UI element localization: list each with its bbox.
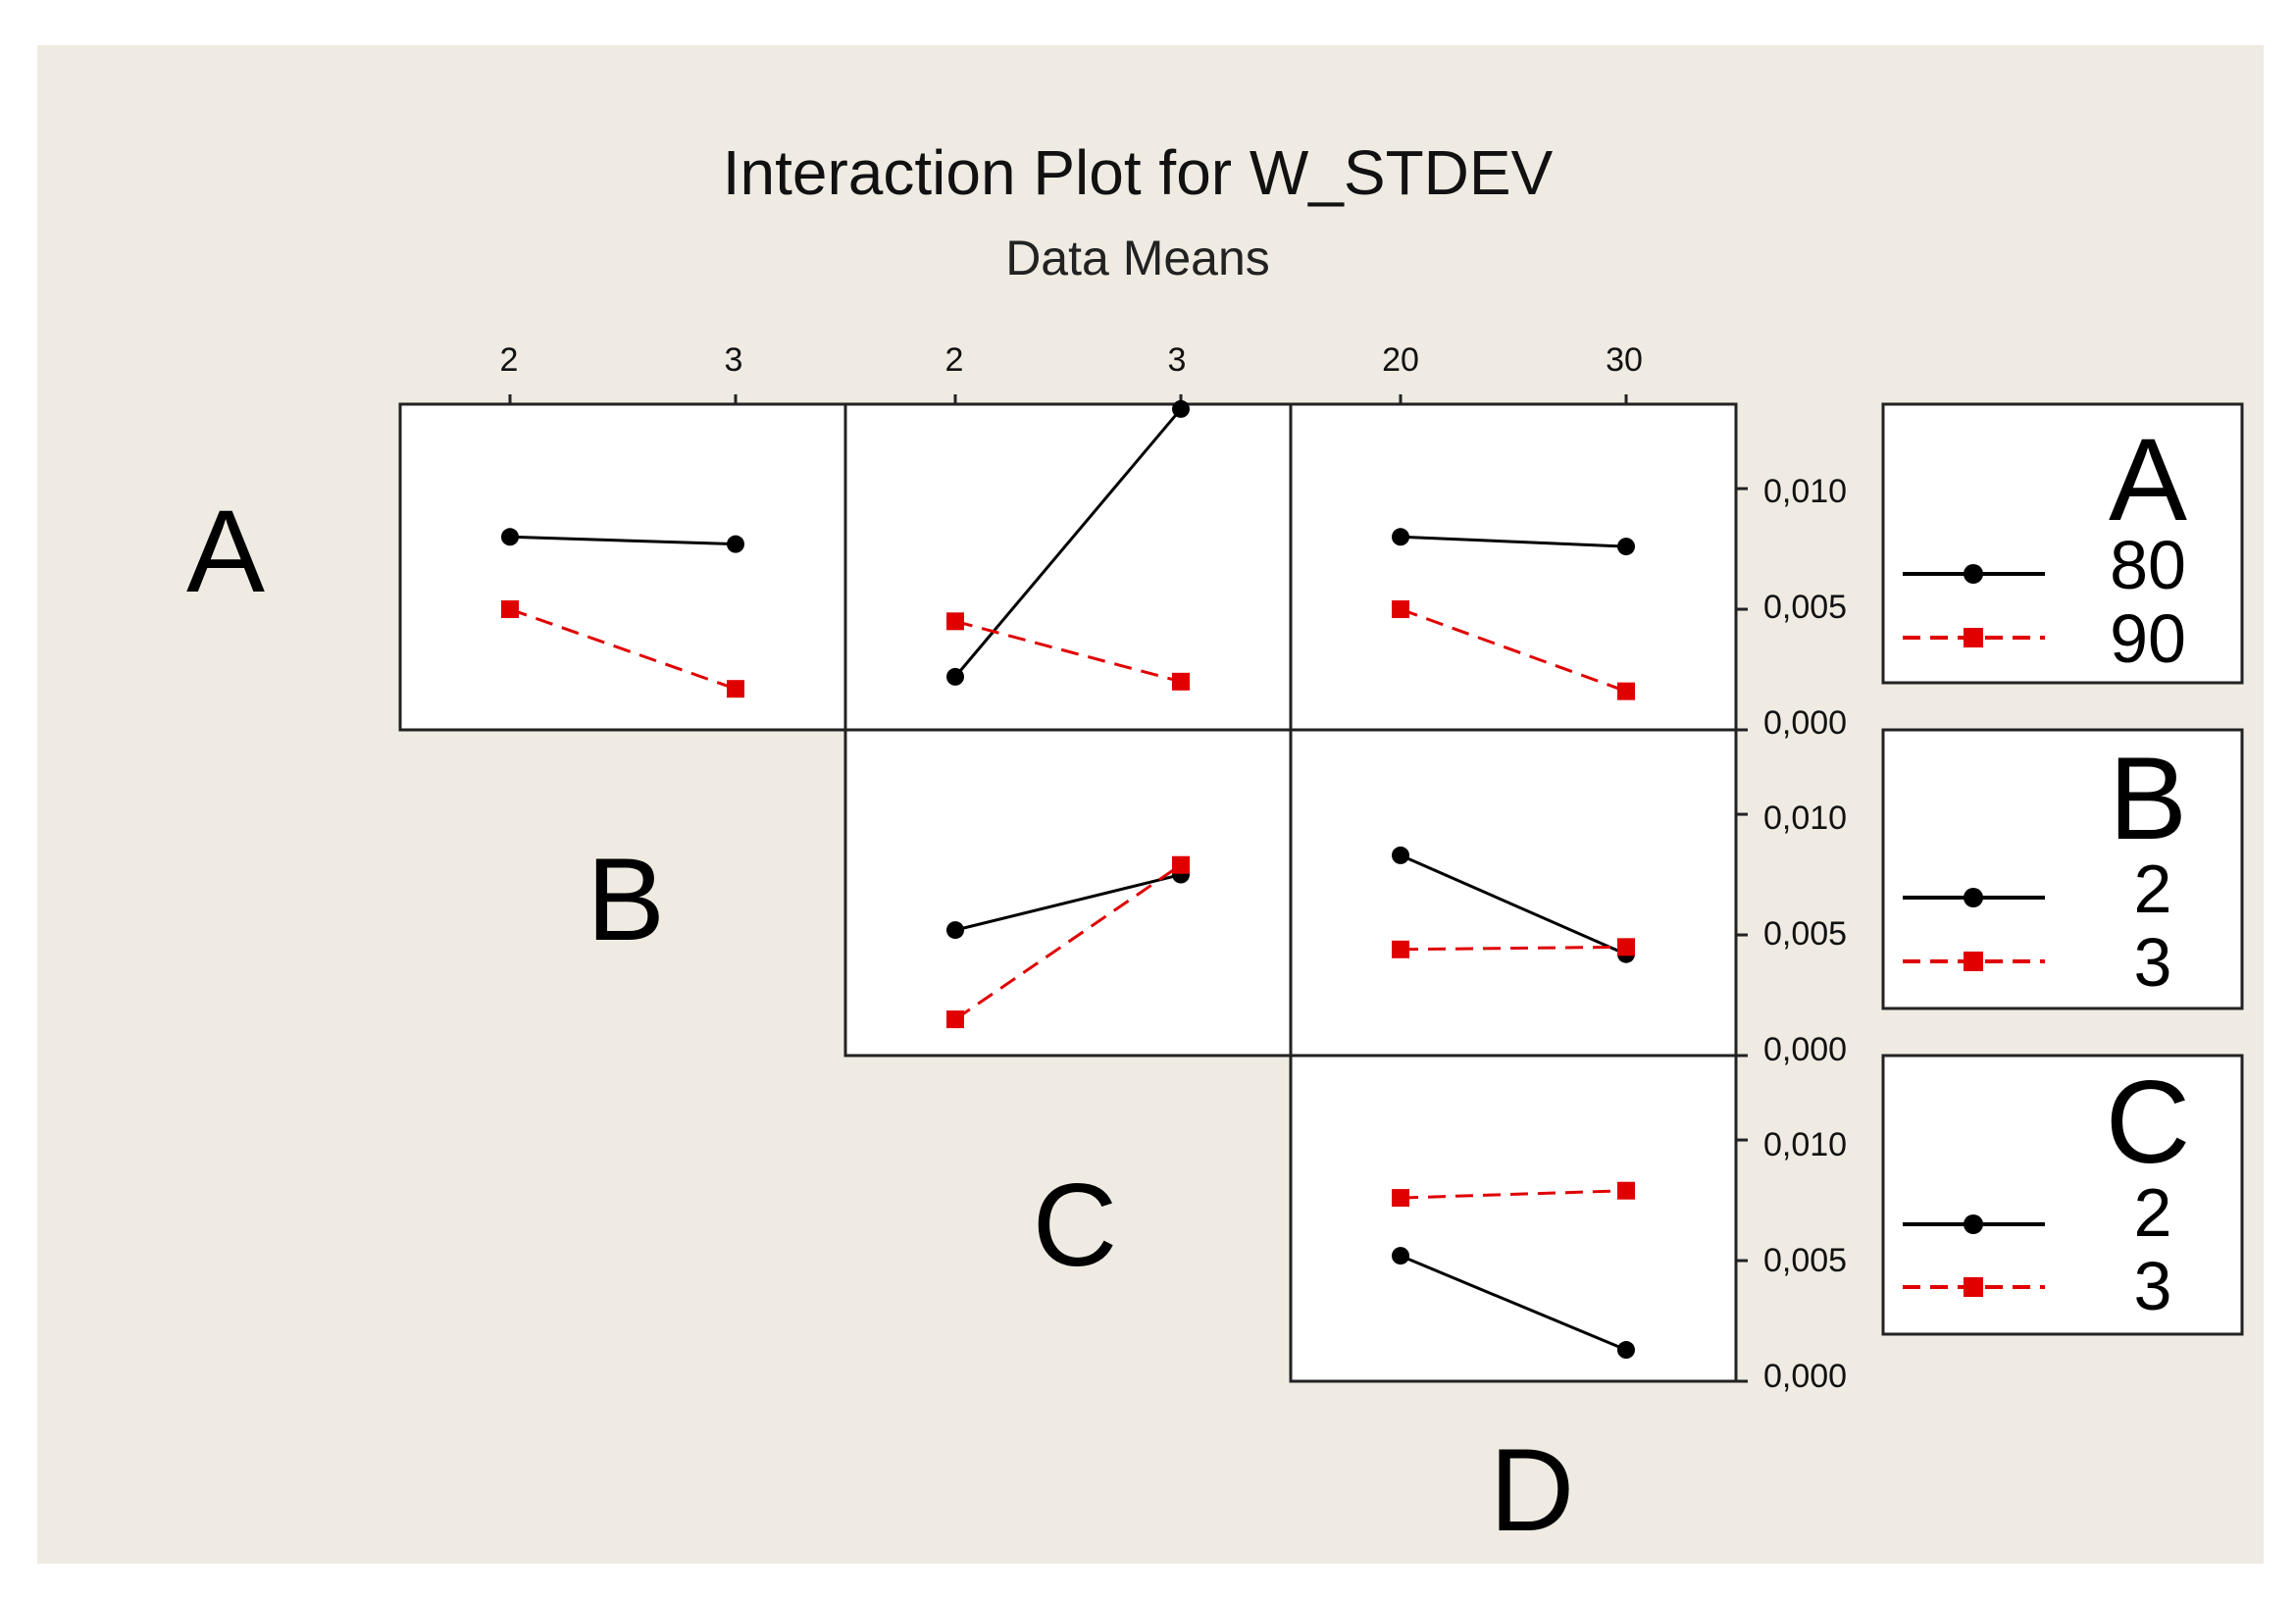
y-tick-labels: 0,010 0,005 0,000 0,010 0,005 0,000 0,01… [1763, 473, 1847, 1395]
legend-level: 2 [2134, 1174, 2172, 1251]
data-point-80 [501, 528, 519, 546]
data-point-90 [1392, 600, 1409, 619]
series-line-2 [1400, 1254, 1627, 1352]
data-point-90 [501, 600, 519, 619]
data-point-80 [727, 535, 744, 553]
col-tick-label: 20 [1382, 341, 1419, 379]
panel-b-c [843, 728, 1293, 1058]
legend-marker-circle [1964, 564, 1983, 584]
panel-frame [1289, 1054, 1738, 1383]
col-tick-label: 3 [1168, 341, 1187, 379]
legend-marker-square [1964, 1277, 1983, 1297]
panel-frame [398, 402, 847, 732]
col-tick-label: 2 [500, 341, 519, 379]
factor-labels: A B C D [186, 486, 1574, 1556]
series-line-90 [1400, 607, 1627, 694]
y-tick-label: 0,005 [1763, 1242, 1847, 1279]
data-point-90 [727, 680, 744, 698]
y-tick-label: 0,005 [1763, 589, 1847, 626]
series-line-80 [1400, 535, 1627, 548]
factor-label-d: D [1490, 1424, 1575, 1556]
data-point-3 [1617, 938, 1635, 956]
data-point-90 [1172, 672, 1190, 691]
factor-label-a: A [186, 486, 265, 617]
data-point-3 [1392, 940, 1409, 958]
y-tick-label: 0,010 [1763, 473, 1847, 510]
legend-b: B 2 3 [1881, 728, 2244, 1010]
series-line-2 [954, 873, 1182, 932]
data-point-2 [1617, 1341, 1635, 1360]
legend-frame [1881, 728, 2244, 1010]
data-point-3 [946, 1010, 964, 1029]
panel-frame [1289, 402, 1738, 732]
chart-title: Interaction Plot for W_STDEV [723, 137, 1554, 208]
panel-a-c [843, 394, 1293, 732]
panel-a-b [398, 394, 847, 732]
legend-marker-circle [1964, 1214, 1983, 1234]
panel-c-d [1289, 1054, 1738, 1383]
series-line-3 [954, 863, 1182, 1021]
y-tick-label: 0,005 [1763, 915, 1847, 953]
col-tick-label: 3 [725, 341, 743, 379]
legend-marker-circle [1964, 888, 1983, 907]
panel-frame [1289, 728, 1738, 1058]
legend-title: B [2109, 733, 2187, 864]
y-tick-label: 0,000 [1763, 1031, 1847, 1068]
legend-level: 3 [2134, 1248, 2172, 1324]
data-point-2 [1392, 846, 1409, 864]
factor-label-c: C [1033, 1160, 1118, 1291]
data-point-80 [1172, 399, 1190, 418]
factor-label-b: B [587, 834, 665, 965]
data-point-3 [1617, 1181, 1635, 1200]
data-point-2 [946, 921, 964, 940]
legend-level: 2 [2134, 851, 2172, 927]
legend-level: 90 [2110, 600, 2186, 677]
col-tick-label: 30 [1606, 341, 1643, 379]
legend-frame [1881, 402, 2244, 685]
series-line-90 [954, 619, 1182, 684]
data-point-3 [1172, 855, 1190, 874]
legends: A 80 90 B 2 3 C 2 3 [1881, 402, 2244, 1336]
column-tick-labels: 2 3 2 3 20 30 [500, 341, 1643, 379]
series-line-3 [1400, 1189, 1627, 1200]
y-tick-label: 0,000 [1763, 1358, 1847, 1395]
legend-title: A [2109, 414, 2187, 545]
legend-c: C 2 3 [1881, 1054, 2244, 1336]
y-tick-label: 0,010 [1763, 1126, 1847, 1163]
panel-a-d [1289, 394, 1738, 732]
chart-subtitle: Data Means [1005, 231, 1270, 285]
data-point-3 [1392, 1189, 1409, 1208]
series-line-80 [509, 535, 737, 546]
series-line-2 [1400, 853, 1627, 956]
series-line-90 [509, 607, 737, 691]
col-tick-label: 2 [945, 341, 964, 379]
legend-level: 3 [2134, 924, 2172, 1001]
data-point-80 [1617, 538, 1635, 556]
interaction-panels [398, 394, 1748, 1383]
data-point-90 [946, 612, 964, 631]
data-point-90 [1617, 682, 1635, 700]
data-point-2 [1392, 1247, 1409, 1265]
y-tick-label: 0,010 [1763, 800, 1847, 837]
legend-level: 80 [2110, 527, 2186, 603]
legend-marker-square [1964, 628, 1983, 647]
legend-title: C [2106, 1057, 2191, 1188]
panel-b-d [1289, 728, 1738, 1058]
data-point-80 [1392, 528, 1409, 546]
panel-frame [843, 728, 1293, 1058]
panel-frame [843, 402, 1293, 732]
y-tick-label: 0,000 [1763, 704, 1847, 742]
legend-a: A 80 90 [1881, 402, 2244, 685]
data-point-80 [946, 667, 964, 686]
legend-marker-square [1964, 952, 1983, 971]
series-line-3 [1400, 945, 1627, 952]
